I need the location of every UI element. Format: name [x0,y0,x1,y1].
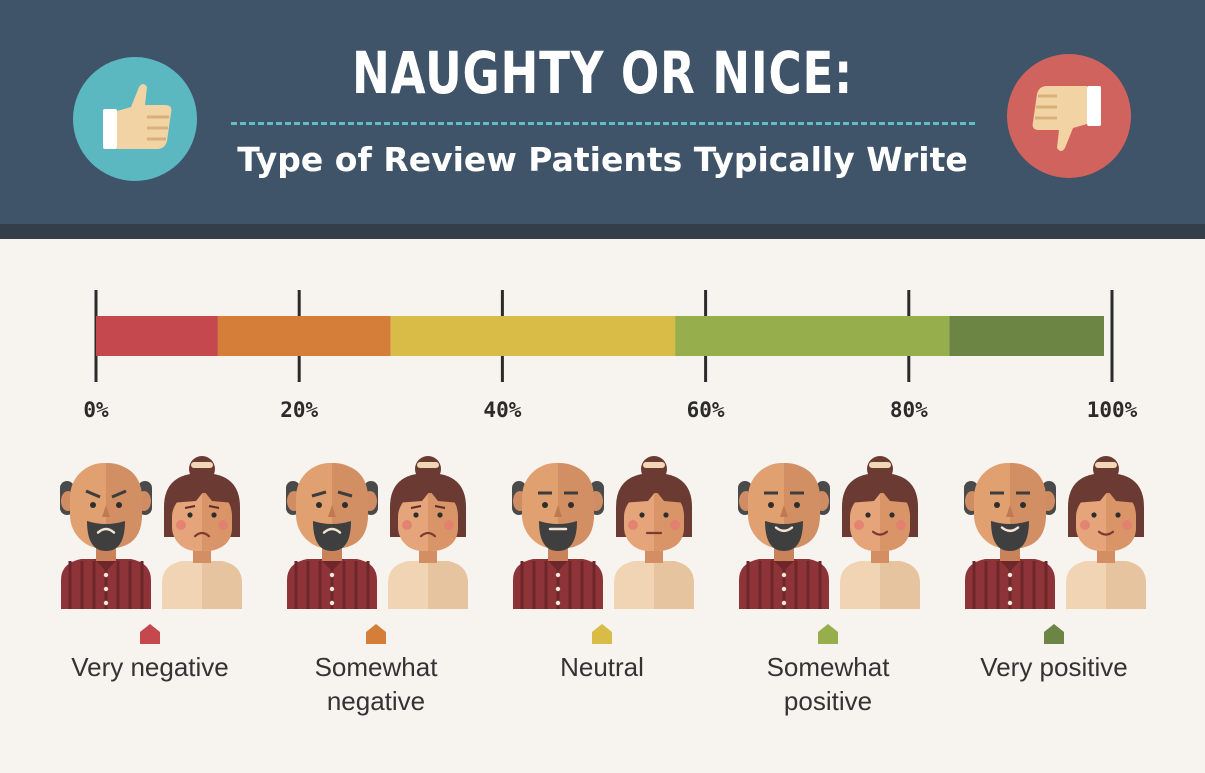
legend-label: Neutral [502,650,702,684]
man-avatar [738,463,830,609]
header-divider [231,122,975,125]
woman-avatar [388,456,468,609]
legend-label: Somewhat positive [728,650,928,718]
woman-avatar [1066,456,1146,609]
man-avatar [286,463,378,609]
legend-label-line: Neutral [560,652,644,682]
page-subtitle: Type of Review Patients Typically Write [237,140,968,179]
bar-segment-somewhat-positive [675,316,950,356]
man-avatar [60,463,152,609]
legend-marker [140,624,160,644]
thumbs-down-icon [1007,54,1131,178]
legend-marker [366,624,386,644]
header-shadow [0,224,1205,239]
legend-label-line: Very positive [980,652,1128,682]
patient-faces [60,456,1146,609]
woman-avatar [162,456,242,609]
legend-label-line: Very negative [71,652,229,682]
bar-segment-very-positive [949,316,1104,356]
legend-label-line: positive [783,686,873,716]
legend-label: Very negative [50,650,250,684]
legend-label-line: negative [326,686,426,716]
legend-label: Somewhat negative [276,650,476,718]
thumbs-up-icon [73,57,197,181]
bar-segment-very-negative [96,316,218,356]
man-avatar [512,463,604,609]
legend-marker [1044,624,1064,644]
woman-avatar [614,456,694,609]
legend-marker [818,624,838,644]
header-banner: NAUGHTY OR NICE: Type of Review Patients… [0,0,1205,224]
woman-avatar [840,456,920,609]
tick-label: 40% [483,398,521,422]
man-avatar [964,463,1056,609]
page-title: NAUGHTY OR NICE: [351,39,854,107]
legend-label-line: Somewhat [766,652,890,682]
stacked-bar-chart: 0% 20% 40% 60% 80% 100% [83,290,1138,422]
tick-label: 20% [280,398,318,422]
bar-segment-somewhat-negative [217,316,391,356]
bar-segment-neutral [390,316,676,356]
legend-label: Very positive [954,650,1154,684]
tick-label: 100% [1087,398,1138,422]
tick-label: 80% [890,398,928,422]
legend-marker [592,624,612,644]
legend-label-line: Somewhat [314,652,438,682]
tick-label: 0% [83,398,109,422]
tick-label: 60% [687,398,725,422]
